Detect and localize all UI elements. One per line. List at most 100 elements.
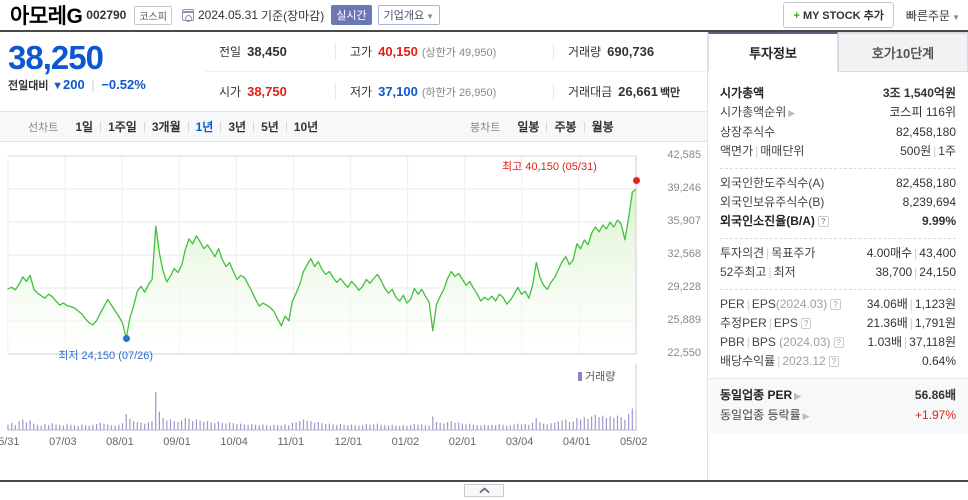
- help-icon[interactable]: ?: [833, 337, 844, 348]
- tab-period-1w[interactable]: 1주일: [108, 120, 137, 134]
- label-part: 시가총액: [720, 86, 765, 100]
- info-row-label: 배당수익률 | 2023.12?: [720, 352, 840, 371]
- collapse-toggle-button[interactable]: [464, 484, 504, 497]
- label-part: EPS: [773, 316, 798, 330]
- label-part: 투자의견: [720, 246, 765, 260]
- tab-candle-daily[interactable]: 일봉: [517, 120, 540, 134]
- price-change-rate: −0.52%: [101, 77, 146, 92]
- tab-period-3y[interactable]: 3년: [228, 120, 247, 134]
- info-row[interactable]: 시가총액순위 ▶ 코스피 116위: [720, 103, 956, 123]
- price-summary: 38,250 전일대비 ▼200 | −0.52% 전일 38,450: [0, 32, 707, 112]
- foreign-group: 외국인한도주식수(A) 82,458,180 외국인보유주식수(B) 8,239,69…: [720, 168, 956, 238]
- value-part: 500원: [900, 144, 932, 158]
- info-row-label: 외국인소진율(B/A)?: [720, 212, 829, 231]
- info-row-label: 액면가 | 매매단위: [720, 142, 804, 161]
- info-row[interactable]: 동일업종 등락률 ▶ +1.97%: [720, 406, 956, 426]
- quote-cell-volume: 거래량 690,736: [553, 43, 654, 60]
- quick-order-dropdown[interactable]: 빠른주문 ▼: [906, 7, 960, 24]
- divider: |: [755, 144, 759, 158]
- quote-value: 38,750: [247, 84, 287, 99]
- value-part: 34.06배: [866, 297, 908, 311]
- divider: [220, 121, 222, 132]
- label-part: 최저: [773, 265, 796, 279]
- label-part: 상장주식수: [720, 125, 776, 139]
- stock-name: 아모레G: [10, 5, 83, 28]
- quote-unit: 백만: [659, 87, 681, 99]
- info-row[interactable]: 외국인소진율(B/A)? 9.99%: [720, 212, 956, 231]
- y-axis-tick: 22,550: [667, 347, 701, 359]
- info-row-value: 82,458,180: [896, 174, 956, 193]
- volume-swatch-icon: [578, 372, 582, 381]
- volume-legend-label: 거래량: [585, 371, 616, 383]
- info-row-label: 상장주식수: [720, 123, 775, 142]
- divider: |: [746, 335, 750, 349]
- main-body: 38,250 전일대비 ▼200 | −0.52% 전일 38,450: [0, 32, 968, 500]
- market-cap-group: 시가총액 3조 1,540억원 시가총액순위 ▶ 코스피 116위 상장주식수 82,458…: [720, 79, 956, 168]
- candle-chart-caption: 봉차트: [470, 121, 501, 134]
- info-row-label: PBR | BPS (2024.03)?: [720, 333, 844, 352]
- info-row-value: 21.36배 | 1,791원: [867, 314, 956, 333]
- x-axis-tick: 05/31: [0, 436, 20, 448]
- x-axis-tick: 07/03: [49, 436, 77, 448]
- company-overview-dropdown[interactable]: 기업개요 ▼: [377, 5, 440, 25]
- tab-period-1d[interactable]: 1일: [75, 120, 94, 134]
- x-axis-tick: 11/01: [277, 436, 305, 448]
- help-icon[interactable]: ?: [800, 318, 812, 329]
- tab-period-3m[interactable]: 3개월: [151, 120, 181, 134]
- divider: |: [768, 265, 772, 279]
- help-icon[interactable]: ?: [828, 356, 840, 367]
- info-panel: 투자정보 호가10단계 시가총액 3조 1,540억원 시가총액순위 ▶ 코스피 116…: [708, 32, 968, 500]
- tab-candle-weekly[interactable]: 주봉: [554, 120, 577, 134]
- line-chart-caption: 선차트: [28, 121, 59, 134]
- info-row-value: +1.97%: [915, 406, 956, 425]
- info-row-label: 시가총액: [720, 84, 764, 103]
- value-part: 43,400: [919, 246, 956, 260]
- plus-icon: +: [793, 10, 800, 22]
- value-part: 코스피 116위: [889, 105, 956, 119]
- table-row: 전일 38,450 고가 40,150 (상한가 49,950) 거래량 690…: [205, 32, 707, 71]
- company-overview-label: 기업개요: [383, 10, 425, 22]
- tab-period-5y[interactable]: 5년: [261, 120, 279, 134]
- add-my-stock-button[interactable]: + MY STOCK 추가: [783, 2, 894, 28]
- info-row[interactable]: PER | EPS(2024.03)? 34.06배 | 1,123원: [720, 295, 956, 314]
- help-icon[interactable]: ?: [817, 216, 829, 227]
- info-row[interactable]: PBR | BPS (2024.03)? 1.03배 | 37,118원: [720, 333, 956, 352]
- label-part: 추정PER: [720, 316, 767, 330]
- candle-chart-tab-group: 봉차트 일봉 주봉 월봉: [360, 118, 621, 135]
- realtime-badge[interactable]: 실시간: [331, 5, 372, 25]
- divider: |: [909, 316, 913, 330]
- tab-candle-monthly[interactable]: 월봉: [591, 120, 614, 134]
- quote-label: 전일: [219, 45, 242, 59]
- stock-price-chart[interactable]: 42,585 39,246 35,907 32,568 29,228 25,889 22,5…: [0, 142, 707, 462]
- page-header: 아모레G 002790 코스피 2024.05.31 기준(장마감) 실시간 기…: [0, 0, 968, 32]
- info-row[interactable]: 동일업종 PER ▶ 56.86배: [720, 386, 956, 406]
- quote-value: 37,100: [378, 84, 418, 99]
- divider: |: [746, 297, 750, 311]
- value-part: 24,150: [919, 265, 956, 279]
- table-row: 시가 38,750 저가 37,100 (하한가 26,950) 거래대금 26…: [205, 71, 707, 111]
- quote-label: 시가: [219, 85, 242, 99]
- tab-investment-info[interactable]: 투자정보: [708, 32, 838, 72]
- info-row-value: 500원 | 1주: [900, 142, 956, 161]
- label-part: BPS: [751, 335, 780, 349]
- tab-period-10y[interactable]: 10년: [293, 120, 319, 134]
- industry-group: 동일업종 PER ▶ 56.86배 동일업종 등락률 ▶ +1.97%: [708, 378, 968, 433]
- valuation-group: PER | EPS(2024.03)? 34.06배 | 1,123원 추정PER | EPS?…: [720, 289, 956, 378]
- info-row-label: 52주최고 | 최저: [720, 263, 796, 282]
- y-axis-tick: 29,228: [667, 281, 701, 293]
- info-row-label: PER | EPS(2024.03)?: [720, 295, 841, 314]
- low-point-marker: [122, 334, 130, 342]
- x-axis-tick: 02/01: [448, 436, 477, 448]
- info-row-value: 82,458,180: [896, 123, 956, 142]
- x-axis-tick: 03/04: [505, 436, 534, 448]
- tab-period-1y[interactable]: 1년: [195, 120, 214, 134]
- chevron-right-icon: ▶: [788, 108, 796, 118]
- help-icon[interactable]: ?: [830, 299, 841, 310]
- value-part: 21.36배: [866, 316, 908, 330]
- divider: |: [777, 354, 781, 368]
- info-row[interactable]: 추정PER | EPS? 21.36배 | 1,791원: [720, 314, 956, 333]
- info-row[interactable]: 배당수익률 | 2023.12? 0.64%: [720, 352, 956, 371]
- price-change-block: 전일대비 ▼200 | −0.52%: [8, 77, 205, 93]
- tab-order-book[interactable]: 호가10단계: [838, 32, 968, 72]
- value-part: 82,458,180: [895, 176, 956, 190]
